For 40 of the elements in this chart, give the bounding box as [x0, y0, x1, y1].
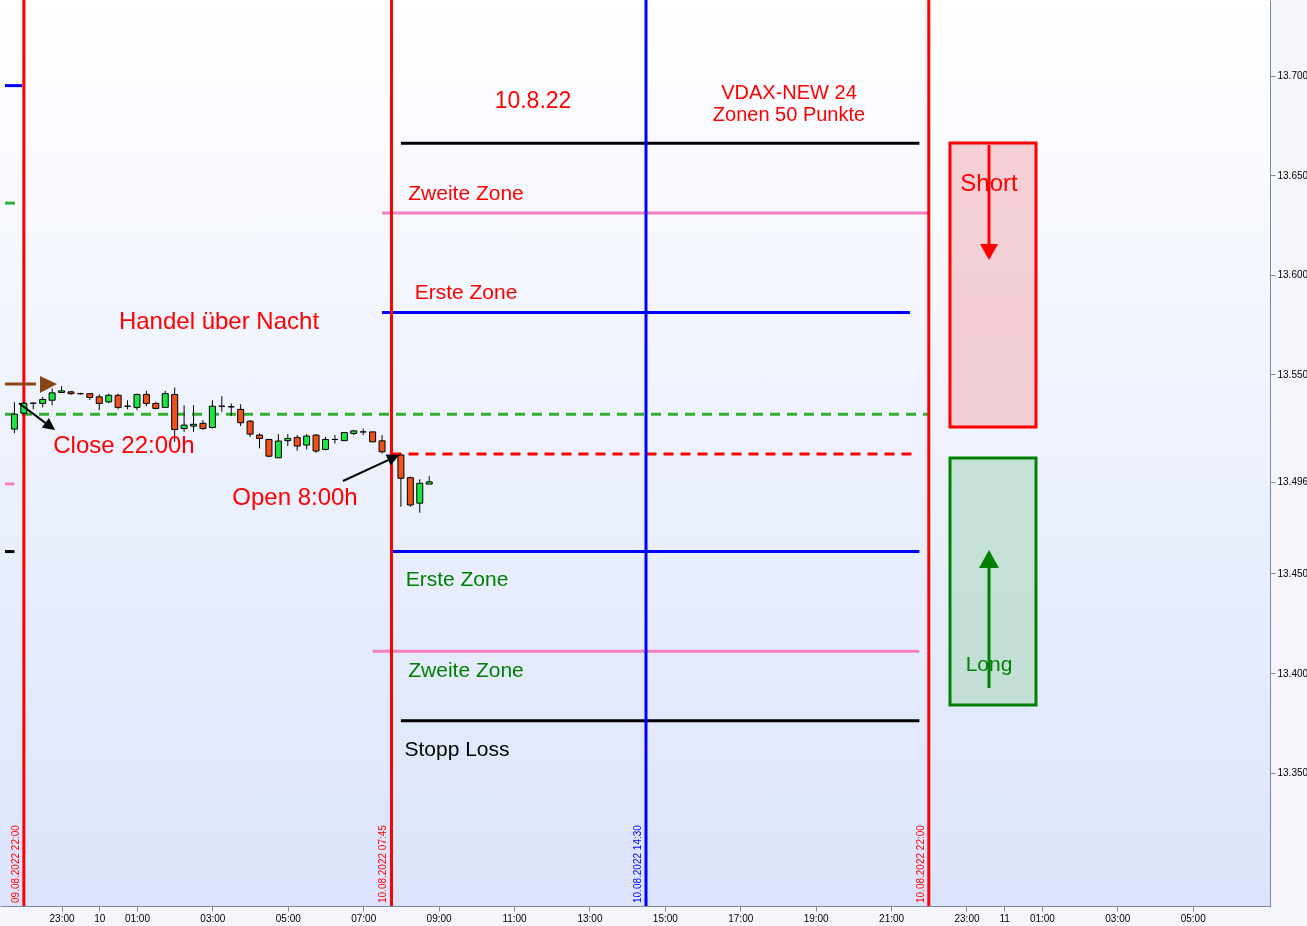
- annotation: Stopp Loss: [404, 737, 510, 760]
- ref-line-label: 10.08.2022 14:30: [632, 824, 643, 903]
- ref-line-label: 10.08.2022 22:00: [914, 824, 926, 903]
- y-tick-label: 13.450: [1277, 567, 1307, 579]
- x-tick-label: 21:00: [879, 912, 905, 924]
- x-tick-label: 19:00: [803, 912, 830, 924]
- x-tick-label: 11: [999, 912, 1011, 924]
- x-tick-label: 23:00: [49, 912, 76, 924]
- annotation: Zweite Zone: [408, 181, 524, 204]
- y-tick-label: 13.700: [1277, 70, 1307, 82]
- x-tick-label: 07:00: [351, 912, 377, 924]
- annotation: Open 8:00h: [232, 483, 358, 510]
- x-tick-label: 23:00: [954, 912, 980, 924]
- x-tick-label: 13:00: [577, 912, 603, 924]
- y-tick-label: 13.400: [1277, 667, 1307, 679]
- y-tick-label: 13.496: [1277, 476, 1307, 488]
- annotation: Zweite Zone: [408, 658, 524, 681]
- annotation: Close 22:00h: [53, 431, 195, 458]
- x-tick-label: 15:00: [652, 912, 679, 924]
- annotation: VDAX-NEW 24 Zonen 50 Punkte: [712, 81, 866, 125]
- y-tick-label: 13.350: [1277, 767, 1307, 779]
- annotation: Erste Zone: [405, 567, 509, 590]
- x-tick-label: 03:00: [200, 912, 226, 924]
- annotation: 10.8.22: [494, 87, 572, 113]
- y-tick-label: 13.550: [1277, 368, 1307, 380]
- x-tick-label: 01:00: [124, 912, 151, 924]
- x-tick-label: 01:00: [1029, 912, 1056, 924]
- y-tick-label: 13.650: [1277, 169, 1307, 181]
- x-tick-label: 09:00: [426, 912, 453, 924]
- x-tick-label: 11:00: [502, 912, 528, 924]
- annotation: Erste Zone: [414, 280, 518, 303]
- x-tick-label: 10: [94, 912, 106, 924]
- y-tick-label: 13.600: [1277, 269, 1307, 281]
- annotation: Handel über Nacht: [118, 307, 320, 334]
- ref-line-label: 09.08.2022 22:00: [9, 824, 21, 903]
- ref-line-label: 10.08.2022 07:45: [377, 824, 389, 903]
- x-tick-label: 05:00: [1180, 912, 1207, 924]
- x-tick-label: 17:00: [728, 912, 754, 924]
- x-tick-label: 05:00: [275, 912, 302, 924]
- x-tick-label: 03:00: [1105, 912, 1131, 924]
